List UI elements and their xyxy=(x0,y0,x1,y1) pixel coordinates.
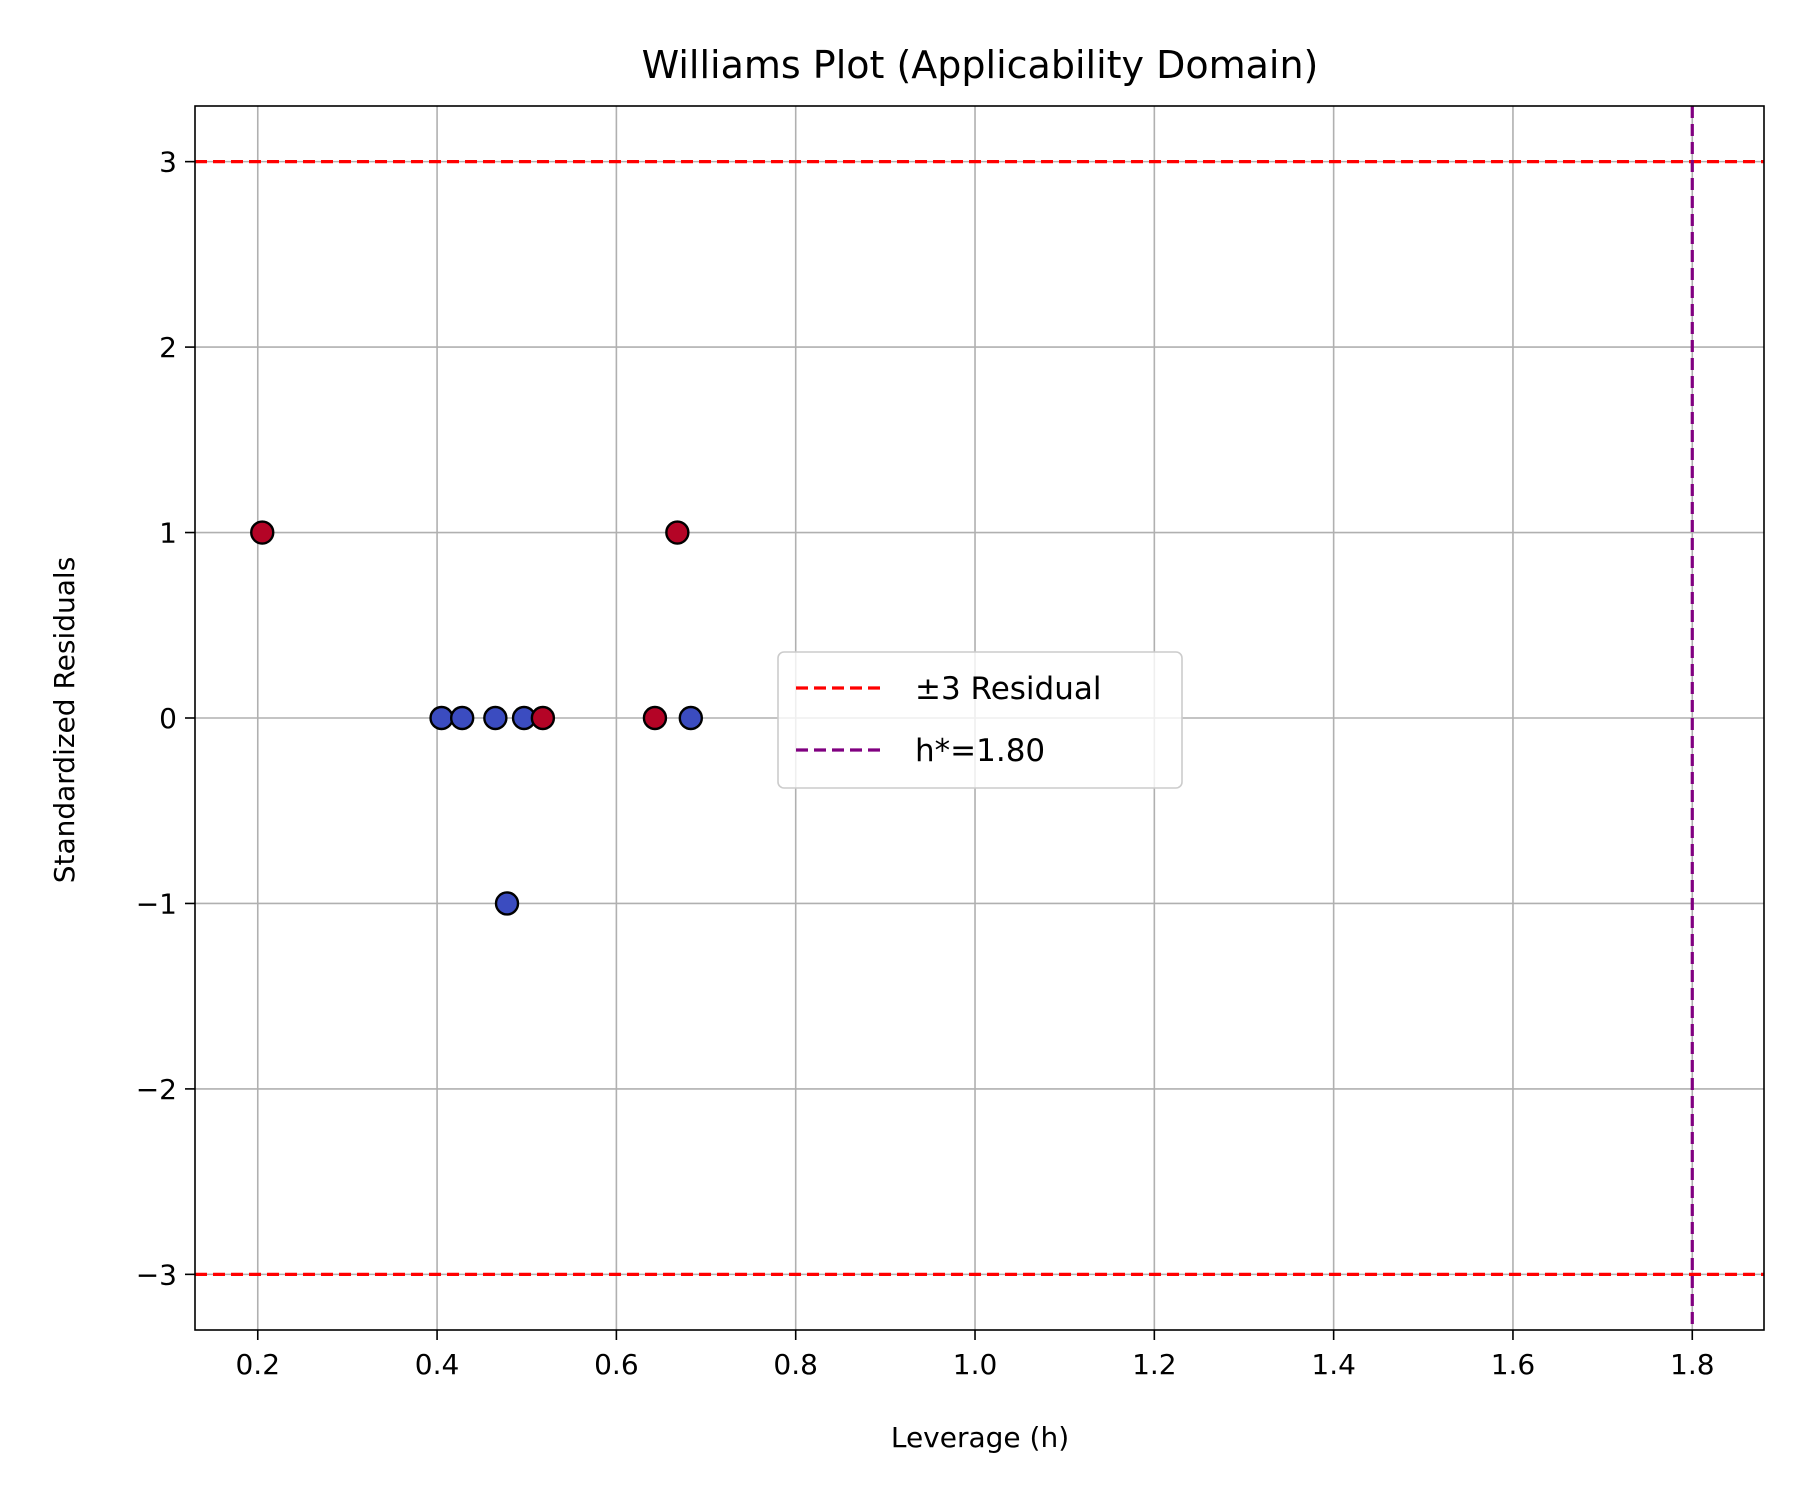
x-tick-label: 1.6 xyxy=(1491,1348,1536,1381)
data-point xyxy=(483,705,508,731)
y-tick-label: −2 xyxy=(136,1073,177,1106)
y-axis-ticks: −3 −2 −1 0 1 2 3 xyxy=(136,146,195,1291)
chart-title: Williams Plot (Applicability Domain) xyxy=(642,43,1319,87)
data-point xyxy=(449,705,475,731)
data-point xyxy=(429,705,454,731)
legend-hstar-label: h*=1.80 xyxy=(915,733,1045,769)
x-tick-label: 1.4 xyxy=(1311,1348,1356,1381)
y-tick-label: −1 xyxy=(136,887,177,920)
data-point xyxy=(678,705,704,731)
y-axis-label: Standardized Residuals xyxy=(48,557,81,884)
x-tick-label: 1.2 xyxy=(1132,1348,1177,1381)
x-tick-label: 0.8 xyxy=(773,1348,818,1381)
legend: ±3 Residual h*=1.80 xyxy=(777,651,1183,789)
legend-frame xyxy=(777,651,1183,789)
y-tick-label: 0 xyxy=(159,702,177,735)
data-point xyxy=(494,891,520,916)
data-point xyxy=(250,520,275,545)
x-tick-label: 0.6 xyxy=(594,1348,639,1381)
x-tick-label: 1.8 xyxy=(1670,1348,1715,1381)
x-tick-label: 1.0 xyxy=(953,1348,998,1381)
x-axis-label: Leverage (h) xyxy=(891,1421,1069,1454)
legend-residual-label: ±3 Residual xyxy=(915,671,1101,707)
data-points xyxy=(250,520,704,916)
data-point xyxy=(530,705,556,731)
data-point xyxy=(665,520,690,545)
data-point xyxy=(642,705,668,731)
x-tick-label: 0.4 xyxy=(415,1348,460,1381)
y-tick-label: 3 xyxy=(159,146,177,179)
x-tick-label: 0.2 xyxy=(235,1348,280,1381)
x-axis-ticks: 0.2 0.4 0.6 0.8 1.0 1.2 1.4 1.6 1.8 xyxy=(235,1330,1715,1381)
reference-lines xyxy=(195,106,1764,1330)
y-tick-label: −3 xyxy=(136,1258,177,1291)
y-tick-label: 1 xyxy=(159,517,177,550)
y-tick-label: 2 xyxy=(159,331,177,364)
